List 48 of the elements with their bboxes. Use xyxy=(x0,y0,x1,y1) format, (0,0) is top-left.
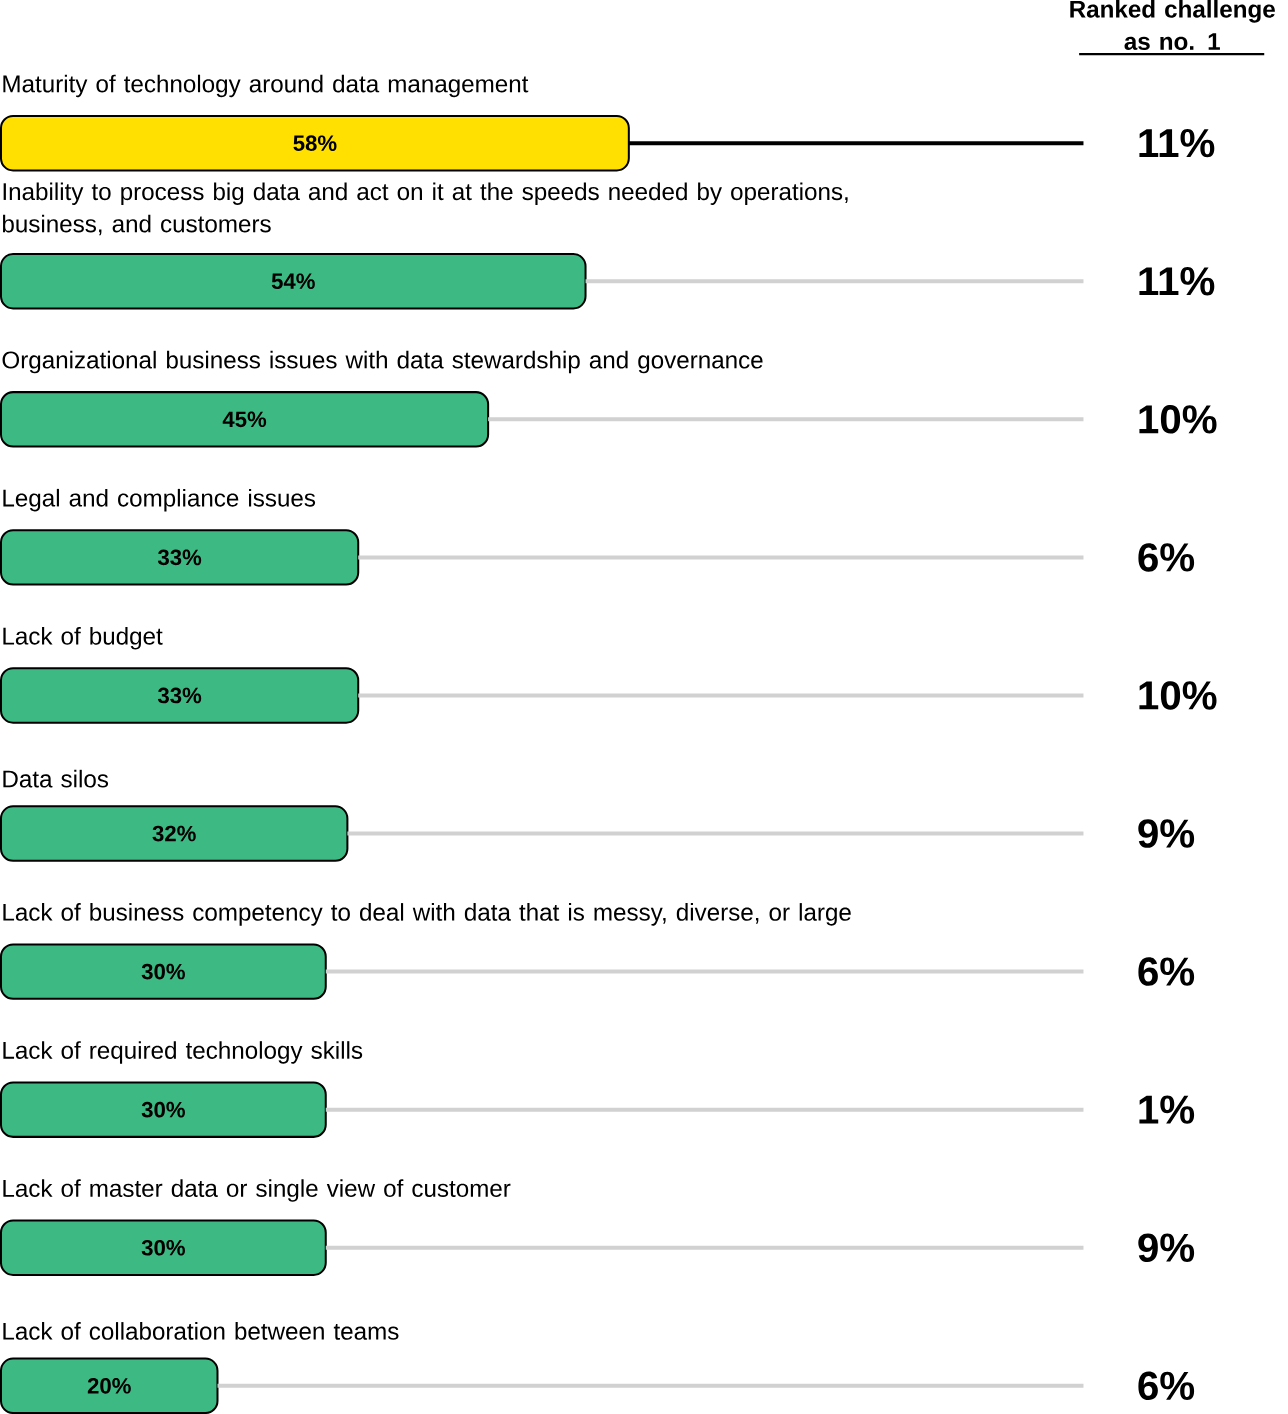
text: 10% xyxy=(1139,405,1217,434)
data-label: 58% xyxy=(293,135,337,152)
bar xyxy=(325,969,1084,974)
bar xyxy=(0,391,490,448)
bar xyxy=(217,1383,1084,1388)
data-label: 45% xyxy=(222,411,267,428)
data-label: 33% xyxy=(157,549,202,566)
bar xyxy=(488,417,1084,422)
bar xyxy=(0,1081,327,1138)
text: Ranked challenge as no. 1 xyxy=(1070,0,1275,50)
bar xyxy=(0,667,360,724)
bar xyxy=(0,943,327,1000)
y-tick-label: Lack of master data or single view of customer xyxy=(3,1179,511,1202)
text: 9% xyxy=(1138,1233,1195,1262)
y-tick-label: Lack of required technology skills xyxy=(3,1041,363,1064)
text: 9% xyxy=(1138,819,1195,848)
data-label: 33% xyxy=(157,687,202,704)
data-label: 30% xyxy=(141,1101,185,1118)
bar xyxy=(0,805,349,862)
bar xyxy=(325,1245,1084,1250)
data-label: 30% xyxy=(141,963,185,980)
y-tick-label: Lack of budget xyxy=(3,626,163,650)
text: 6% xyxy=(1138,1371,1195,1401)
bar xyxy=(0,1219,327,1276)
y-tick-label: Lack of business competency to deal with data that is messy, diverse, or large xyxy=(3,903,851,926)
text: 1% xyxy=(1139,1095,1195,1124)
y-tick-label: Lack of collaboration between teams xyxy=(3,1322,399,1340)
bar xyxy=(325,1107,1084,1112)
bar xyxy=(347,831,1084,836)
text: 10% xyxy=(1139,681,1217,710)
text: 11% xyxy=(1139,267,1215,296)
data-label: 20% xyxy=(87,1377,131,1394)
text: 6% xyxy=(1138,543,1195,572)
data-label: 32% xyxy=(152,825,196,842)
text: 11% xyxy=(1139,129,1215,158)
text: 6% xyxy=(1138,957,1195,986)
data-label: 54% xyxy=(271,273,315,290)
bar xyxy=(358,693,1084,698)
y-tick-label: Maturity of technology around data management xyxy=(3,74,529,98)
bar xyxy=(0,253,587,310)
y-tick-label: Data silos xyxy=(3,769,108,788)
bar xyxy=(358,555,1084,560)
y-tick-label: Inability to process big data and act on it at the speeds needed by operations, business, and customers xyxy=(2,182,848,236)
data-label: 30% xyxy=(141,1239,185,1256)
bar xyxy=(585,279,1084,284)
bar xyxy=(0,529,360,586)
y-tick-label: Legal and compliance issues xyxy=(3,488,316,512)
y-tick-label: Organizational business issues with data stewardship and governance xyxy=(2,350,763,374)
